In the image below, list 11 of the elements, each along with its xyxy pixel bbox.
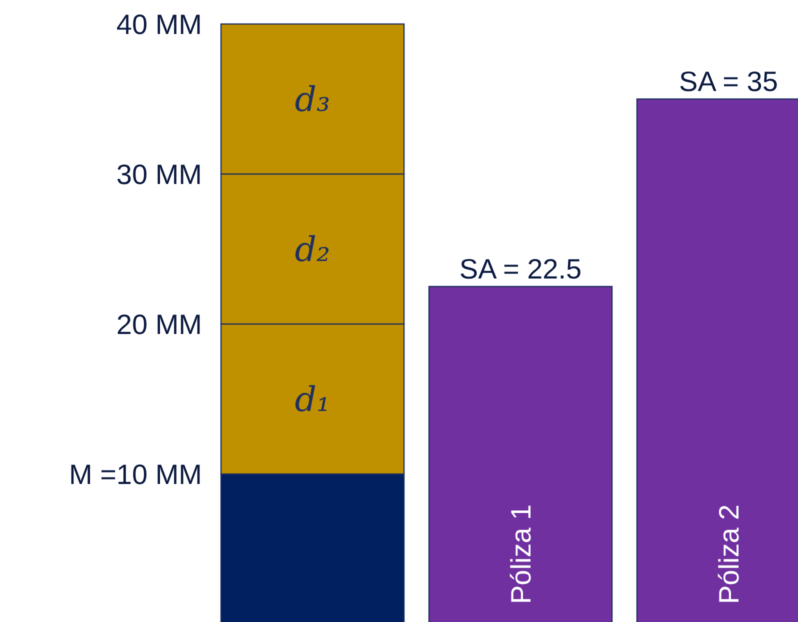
data-label: SA = 22.5: [459, 254, 582, 284]
data-label: SA = 35: [679, 66, 778, 97]
x-tick-label: Póliza 2: [713, 504, 744, 604]
y-tick-label: 20 MM: [116, 309, 202, 340]
y-tick-label: M =10 MM: [68, 459, 202, 490]
x-tick-label: Póliza 1: [506, 504, 536, 604]
y-tick-label: 40 MM: [116, 9, 202, 40]
y-tick-label: 30 MM: [116, 159, 202, 190]
series-label: d₃: [294, 80, 330, 120]
series-label: d₂: [294, 230, 330, 270]
series-label: d₁: [294, 380, 330, 420]
